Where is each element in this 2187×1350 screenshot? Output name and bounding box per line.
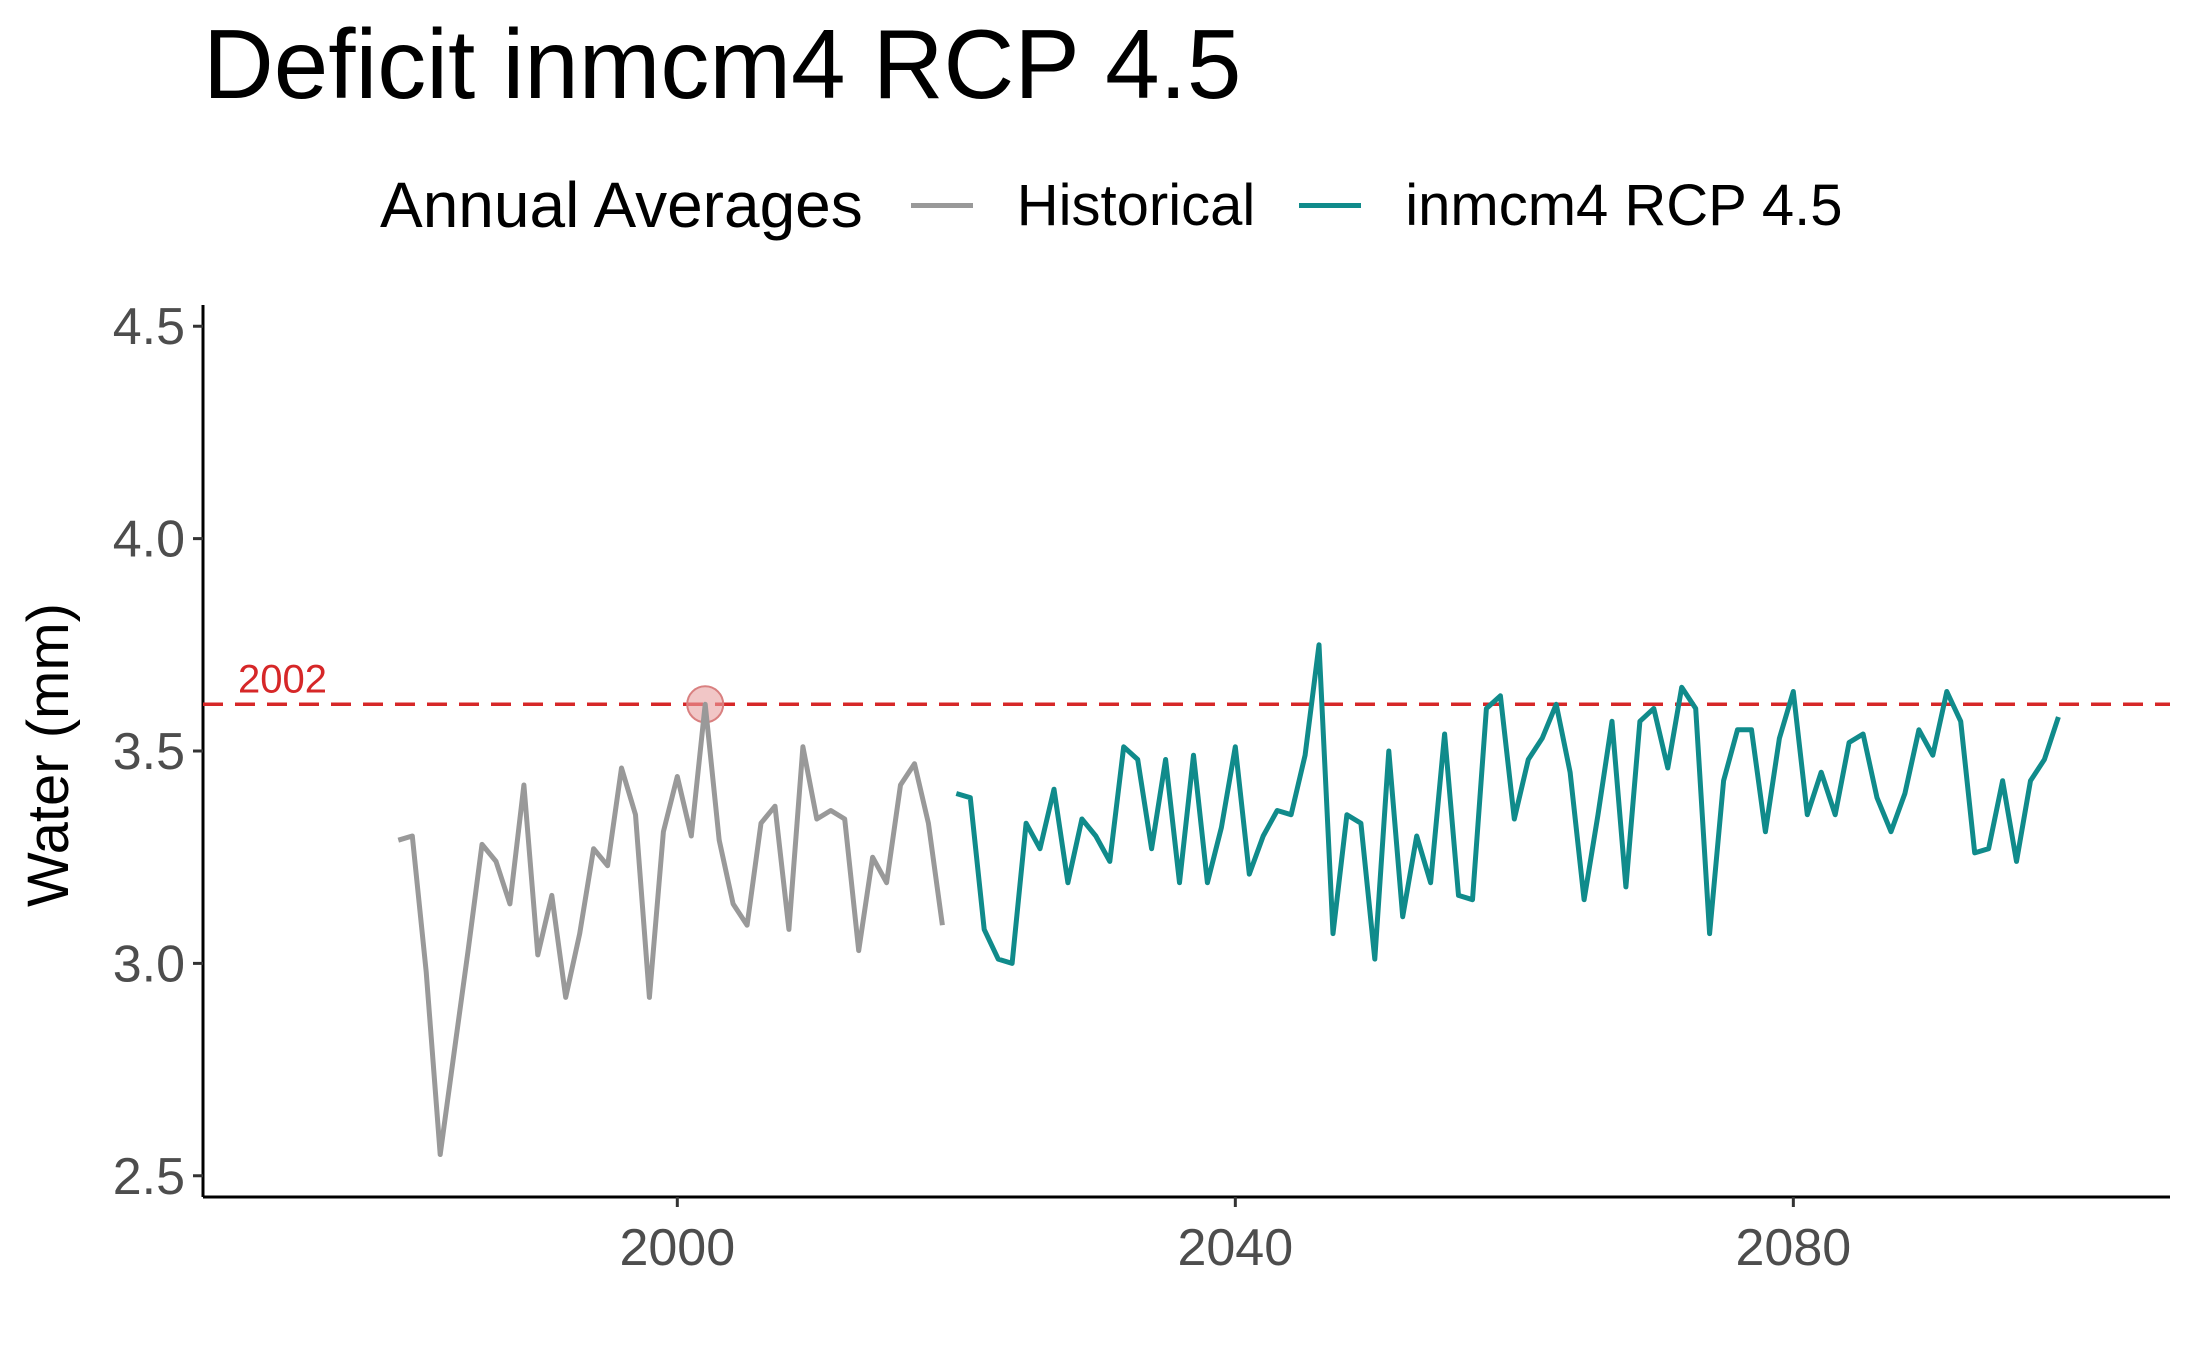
y-tick-label: 4.5 (113, 298, 185, 356)
legend-key-historical (910, 202, 973, 208)
legend: Annual Averages Historical inmcm4 RCP 4.… (380, 165, 1887, 245)
legend-label-historical: Historical (1016, 172, 1256, 238)
y-tick-label: 4.0 (113, 511, 185, 569)
legend-item-projection: inmcm4 RCP 4.5 (1299, 172, 1843, 239)
legend-label-projection: inmcm4 RCP 4.5 (1405, 172, 1843, 238)
y-axis-title: Water (mm) (16, 603, 81, 907)
legend-title: Annual Averages (380, 169, 863, 241)
historical-series-line (397, 701, 945, 1157)
y-tick-label: 3.0 (113, 935, 185, 993)
axes: 2.5 3.0 3.5 4.0 4.5 2000 2040 2080 (113, 298, 2170, 1277)
legend-item-historical: Historical (910, 172, 1256, 239)
legend-key-projection (1299, 202, 1362, 208)
chart-title: Deficit inmcm4 RCP 4.5 (203, 9, 1242, 119)
y-tick-label: 3.5 (113, 723, 185, 781)
x-tick-label: 2040 (1177, 1219, 1293, 1277)
reference-line-label: 2002 (238, 657, 327, 701)
series-group (397, 642, 2061, 1157)
y-tick-label: 2.5 (113, 1148, 185, 1206)
x-tick-label: 2080 (1735, 1219, 1851, 1277)
x-tick-label: 2000 (619, 1219, 735, 1277)
reference-line-group: 2002 (203, 657, 2170, 724)
projection-series-line (955, 642, 2061, 966)
